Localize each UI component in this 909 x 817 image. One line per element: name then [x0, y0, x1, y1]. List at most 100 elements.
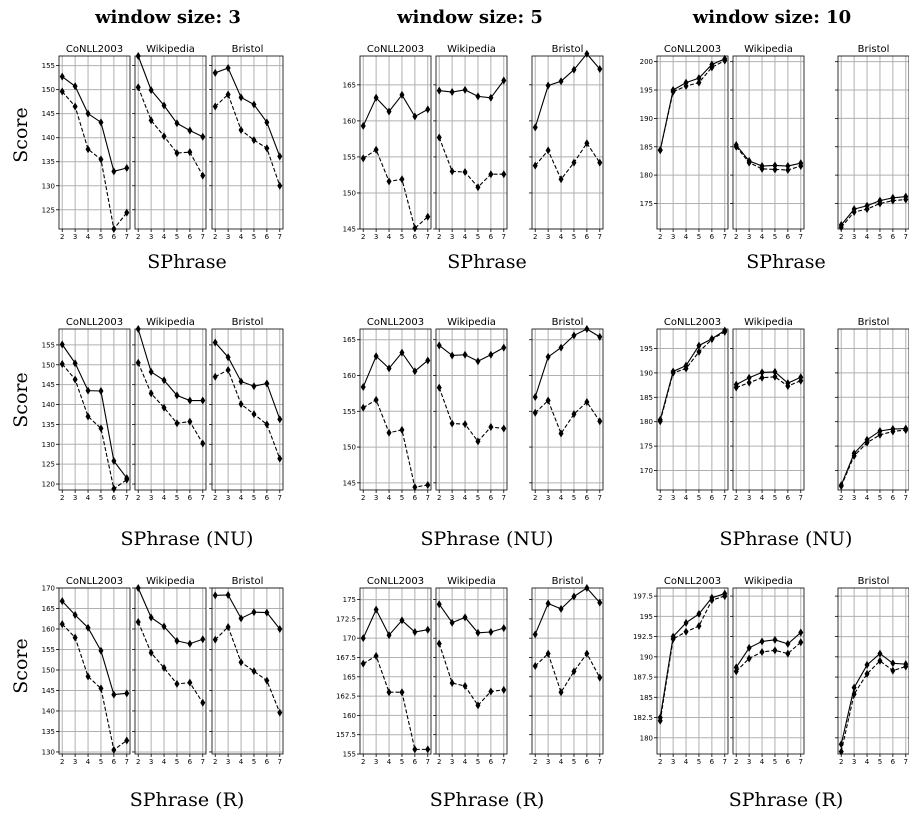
series-line-solid: [840, 427, 906, 486]
series-marker: [890, 659, 896, 668]
series-marker: [386, 631, 392, 640]
column-title-ws5: window size: 5: [396, 7, 543, 28]
y-tick-label: 130: [42, 441, 55, 449]
series-line-solid: [61, 344, 128, 479]
x-tick-label: 7: [799, 494, 803, 502]
x-tick-label: 7: [502, 494, 506, 502]
x-tick-label: 3: [73, 233, 77, 241]
series-line-solid: [840, 196, 906, 226]
series-marker: [135, 83, 141, 92]
x-tick-label: 4: [387, 758, 392, 766]
series-marker: [475, 628, 481, 637]
series-marker: [571, 158, 577, 167]
series-marker: [277, 415, 283, 424]
series-marker: [462, 350, 468, 359]
plot-frame: [134, 55, 207, 230]
x-tick-label: 5: [697, 233, 701, 241]
y-tick-label: 195: [640, 87, 653, 95]
series-marker: [733, 667, 739, 676]
series-marker: [399, 688, 405, 697]
series-line-solid: [362, 93, 429, 127]
y-tick-label: 145: [42, 110, 55, 118]
series-marker: [558, 77, 564, 86]
x-tick-label: 2: [839, 758, 843, 766]
series-marker: [72, 611, 78, 620]
plot-frame: [359, 328, 432, 491]
series-marker: [545, 649, 551, 658]
x-tick-label: 4: [559, 233, 564, 241]
panel-title: Wikipedia: [744, 44, 793, 55]
x-tick-label: 3: [450, 494, 454, 502]
y-tick-label: 190: [640, 369, 653, 377]
series-marker: [161, 403, 167, 412]
plot-frame: [134, 328, 207, 491]
series-marker: [890, 427, 896, 436]
plot-frame: [656, 587, 729, 755]
y-tick-label: 140: [42, 401, 55, 409]
series-marker: [360, 659, 366, 668]
series-marker: [264, 676, 270, 685]
y-axis-label-row3: Score: [10, 638, 32, 693]
series-marker: [212, 68, 218, 77]
series-marker: [124, 163, 130, 172]
x-tick-label: 6: [710, 233, 715, 241]
x-tick-label: 2: [839, 494, 843, 502]
series-marker: [683, 82, 689, 91]
x-tick-label: 4: [239, 233, 244, 241]
series-marker: [501, 343, 507, 352]
series-marker: [85, 623, 91, 632]
series-marker: [111, 456, 117, 465]
y-tick-label: 160: [42, 625, 55, 633]
plot-frame: [435, 587, 508, 755]
x-tick-label: 2: [213, 758, 217, 766]
series-marker: [772, 367, 778, 376]
series-marker: [212, 635, 218, 644]
series-marker: [412, 483, 418, 492]
series-line-solid: [438, 345, 505, 362]
x-tick-label: 6: [265, 494, 270, 502]
row-title-sphrase-nu-ws3: SPhrase (NU): [121, 528, 254, 550]
series-line-dashed: [840, 660, 906, 752]
x-tick-label: 6: [489, 233, 494, 241]
x-tick-label: 5: [572, 758, 576, 766]
series-marker: [251, 136, 257, 145]
x-tick-label: 5: [773, 233, 777, 241]
y-tick-label: 120: [42, 481, 55, 489]
y-tick-label: 160: [343, 372, 356, 380]
series-marker: [200, 171, 206, 180]
x-tick-label: 7: [502, 758, 506, 766]
x-tick-label: 3: [671, 233, 675, 241]
series-marker: [425, 745, 431, 754]
series-marker: [124, 689, 130, 698]
series-marker: [785, 382, 791, 391]
series-marker: [399, 616, 405, 625]
series-marker: [200, 396, 206, 405]
y-tick-label: 180: [640, 734, 653, 742]
series-marker: [373, 395, 379, 404]
series-marker: [475, 357, 481, 366]
y-tick-label: 192.5: [633, 633, 653, 641]
series-marker: [98, 424, 104, 433]
series-line-solid: [534, 52, 601, 128]
series-marker: [225, 90, 231, 99]
series-marker: [436, 383, 442, 392]
y-tick-label: 162.5: [336, 693, 356, 701]
y-tick-label: 187.5: [633, 674, 653, 682]
y-axis-label-row1: Score: [10, 107, 32, 162]
series-marker: [225, 353, 231, 362]
series-marker: [85, 145, 91, 154]
x-tick-label: 5: [252, 494, 256, 502]
x-tick-label: 3: [450, 233, 454, 241]
x-tick-label: 2: [361, 758, 365, 766]
y-tick-label: 185: [640, 143, 653, 151]
x-tick-label: 3: [747, 233, 751, 241]
x-tick-label: 2: [734, 494, 738, 502]
series-marker: [251, 667, 257, 676]
series-marker: [709, 63, 715, 72]
series-marker: [670, 635, 676, 644]
x-tick-label: 3: [374, 233, 378, 241]
y-tick-label: 172.5: [336, 615, 356, 623]
series-marker: [59, 340, 65, 349]
